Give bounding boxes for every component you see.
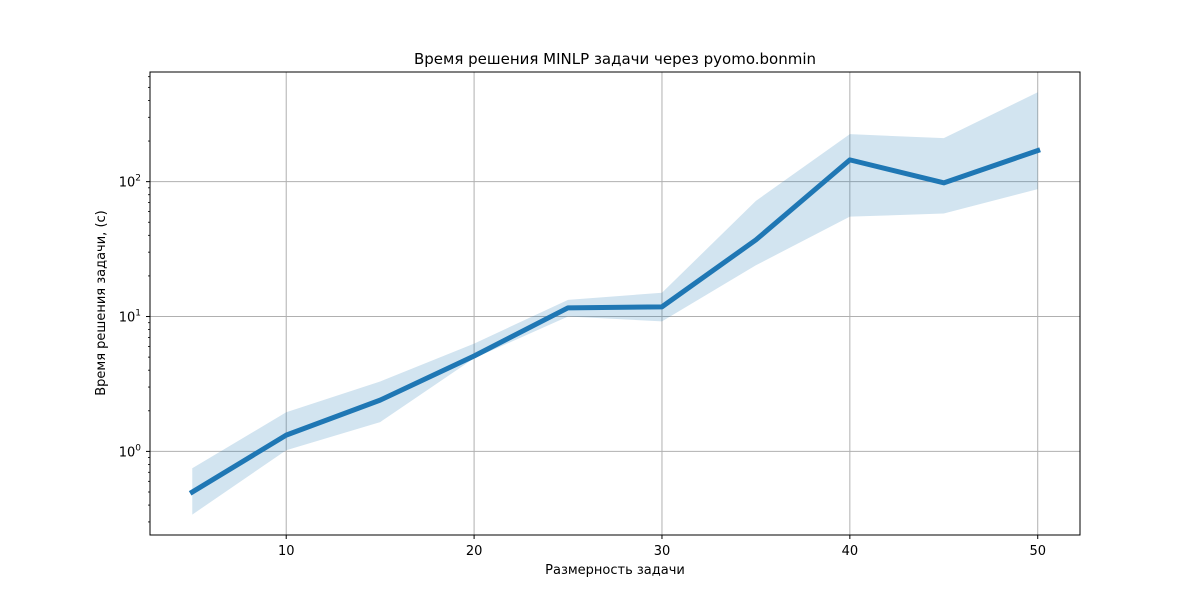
ticks: 10 20 30 40 50 100 101 102 bbox=[119, 76, 1046, 559]
y-tick-label: 101 bbox=[119, 309, 141, 326]
series-line bbox=[188, 147, 1041, 496]
y-tick-label: 100 bbox=[119, 443, 142, 460]
x-tick-label: 10 bbox=[278, 544, 295, 559]
y-tick-label: 102 bbox=[119, 174, 141, 191]
axes bbox=[149, 71, 1081, 536]
series-line-layer bbox=[188, 147, 1041, 496]
confidence-band bbox=[192, 92, 1038, 515]
plot-frame bbox=[149, 71, 1081, 536]
x-tick-label: 40 bbox=[842, 544, 859, 559]
confidence-band-layer bbox=[192, 92, 1038, 515]
x-tick-label: 20 bbox=[466, 544, 483, 559]
x-tick-label: 50 bbox=[1029, 544, 1046, 559]
grid bbox=[150, 72, 1080, 535]
y-axis-label: Время решения задачи, (с) bbox=[94, 210, 109, 396]
chart-title: Время решения MINLP задачи через pyomo.b… bbox=[414, 50, 816, 68]
x-axis-label: Размерность задачи bbox=[545, 563, 685, 578]
x-tick-label: 30 bbox=[654, 544, 671, 559]
